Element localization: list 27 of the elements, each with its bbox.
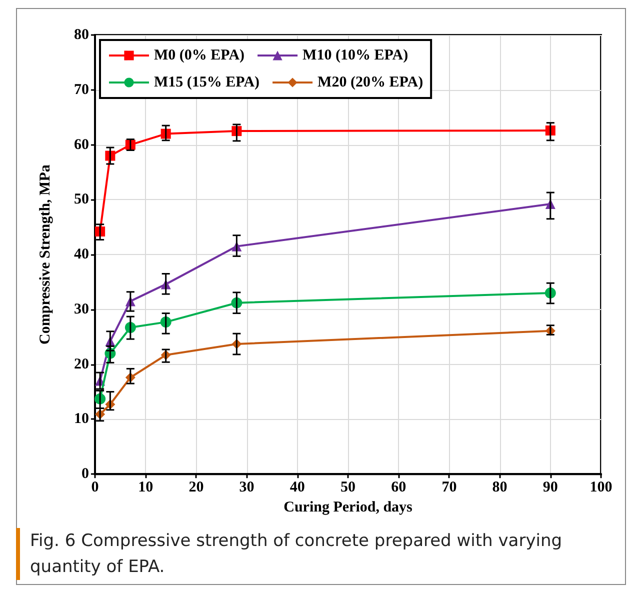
y-tick-label: 40 xyxy=(74,246,89,263)
caption: Fig. 6 Compressive strength of concrete prepared with varying quantity of EPA. xyxy=(30,530,564,579)
y-axis-title: Compressive Strength, MPa xyxy=(38,164,54,344)
y-tick-label: 70 xyxy=(74,82,89,98)
x-tick-label: 80 xyxy=(492,480,508,496)
legend-label: M20 (20% EPA) xyxy=(318,74,424,90)
y-tick-label: 30 xyxy=(74,301,89,318)
legend-label: M10 (10% EPA) xyxy=(302,48,408,64)
x-axis-title: Curing Period, days xyxy=(284,500,413,516)
x-tick-label: 20 xyxy=(188,480,204,496)
y-tick-label: 50 xyxy=(74,192,89,208)
y-tick-label: 0 xyxy=(82,466,89,482)
y-tick-label: 20 xyxy=(74,356,89,372)
x-tick-label: 60 xyxy=(391,480,406,496)
x-tick-label: 40 xyxy=(290,480,305,496)
y-tick-label: 60 xyxy=(74,136,89,153)
x-tick-label: 0 xyxy=(91,480,99,496)
x-tick-label: 50 xyxy=(340,480,356,496)
x-tick-label: 100 xyxy=(590,480,612,496)
x-tick-label: 90 xyxy=(542,480,558,496)
x-tick-label: 10 xyxy=(138,480,154,496)
x-tick-label: 70 xyxy=(442,480,457,496)
legend-label: M0 (0% EPA) xyxy=(154,48,245,64)
legend-label: M15 (15% EPA) xyxy=(154,74,260,90)
y-tick-label: 10 xyxy=(74,411,89,428)
y-tick-label: 80 xyxy=(74,27,89,43)
x-tick-label: 30 xyxy=(239,480,254,496)
